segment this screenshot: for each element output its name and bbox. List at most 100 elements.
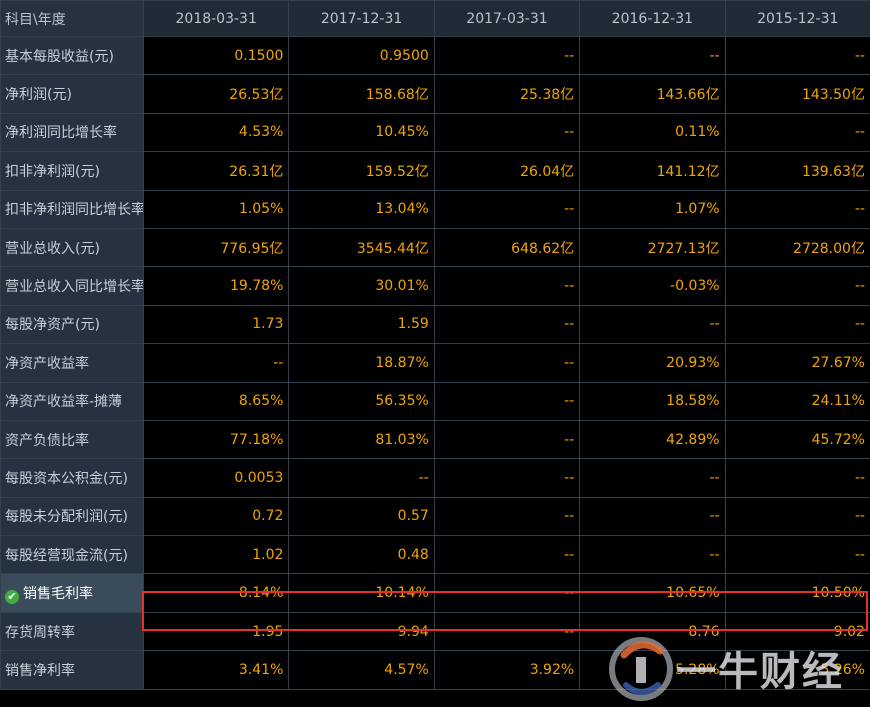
table-row[interactable]: 扣非净利润同比增长率 1.05% 13.04% -- 1.07% -- — [0, 189, 870, 229]
table-cell: 0.11% — [579, 112, 726, 153]
table-cell: -- — [433, 573, 581, 613]
header-label[interactable]: 科目\年度 — [0, 0, 144, 37]
table-cell: -- — [579, 458, 726, 498]
table-cell: -- — [724, 304, 870, 345]
table-cell: -- — [433, 304, 581, 345]
row-label[interactable]: 每股经营现金流(元) — [0, 535, 144, 575]
table-cell: 0.9500 — [288, 35, 435, 76]
table-cell: 4.57% — [288, 650, 435, 690]
table-cell: -- — [724, 496, 870, 537]
row-label[interactable]: 净利润同比增长率 — [0, 112, 144, 153]
header-date[interactable]: 2017-12-31 — [288, 0, 435, 37]
row-label[interactable]: 销售净利率 — [0, 650, 144, 690]
header-date[interactable]: 2016-12-31 — [579, 0, 726, 37]
table-row[interactable]: 营业总收入同比增长率 19.78% 30.01% -- -0.03% -- — [0, 266, 870, 306]
row-label[interactable]: 扣非净利润(元) — [0, 151, 144, 191]
row-label[interactable]: 净资产收益率 — [0, 343, 144, 383]
table-row[interactable]: 存货周转率 1.95 9.94 -- 8.76 9.02 — [0, 611, 870, 652]
financial-table: 科目\年度 2018-03-31 2017-12-31 2017-03-31 2… — [0, 0, 870, 690]
table-cell: -- — [579, 496, 726, 537]
row-label[interactable]: 扣非净利润同比增长率 — [0, 189, 144, 229]
table-cell: 56.35% — [288, 381, 435, 421]
table-cell: 45.72% — [724, 419, 870, 460]
table-cell: 158.68亿 — [288, 74, 435, 114]
table-cell: 5.28% — [579, 650, 726, 690]
table-cell: 1.05% — [142, 189, 290, 229]
table-cell: 1.07% — [579, 189, 726, 229]
table-cell: 10.14% — [288, 573, 435, 613]
row-label[interactable]: 资产负债比率 — [0, 419, 144, 460]
table-row[interactable]: 销售净利率 3.41% 4.57% 3.92% 5.28% 5.26% — [0, 650, 870, 690]
table-cell: 3.41% — [142, 650, 290, 690]
table-row[interactable]: 扣非净利润(元) 26.31亿 159.52亿 26.04亿 141.12亿 139.63… — [0, 151, 870, 191]
table-cell: 9.02 — [724, 611, 870, 652]
table-row[interactable]: 资产负债比率 77.18% 81.03% -- 42.89% 45.72% — [0, 419, 870, 460]
row-label[interactable]: 净资产收益率-摊薄 — [0, 381, 144, 421]
table-row[interactable]: 基本每股收益(元) 0.1500 0.9500 -- -- -- — [0, 35, 870, 76]
table-row[interactable]: 每股净资产(元) 1.73 1.59 -- -- -- — [0, 304, 870, 345]
table-cell: -- — [724, 189, 870, 229]
table-row[interactable]: ✔ 销售毛利率 8.14% 10.14% -- 10.65% 10.50% — [0, 573, 870, 613]
row-label-text: 每股资本公积金(元) — [5, 470, 128, 487]
table-cell: -- — [724, 112, 870, 153]
row-label-text: 销售毛利率 — [23, 585, 93, 602]
table-cell: 26.53亿 — [142, 74, 290, 114]
table-cell: -- — [433, 458, 581, 498]
row-label-text: 净资产收益率 — [5, 355, 89, 372]
table-cell: 8.14% — [142, 573, 290, 613]
row-label[interactable]: ✔ 销售毛利率 — [0, 573, 144, 613]
row-label[interactable]: 每股净资产(元) — [0, 304, 144, 345]
table-row[interactable]: 净利润(元) 26.53亿 158.68亿 25.38亿 143.66亿 143.50亿 — [0, 74, 870, 114]
check-circle-icon: ✔ — [5, 589, 19, 604]
header-row: 科目\年度 2018-03-31 2017-12-31 2017-03-31 2… — [0, 0, 870, 37]
table-cell: 0.57 — [288, 496, 435, 537]
table-row[interactable]: 每股经营现金流(元) 1.02 0.48 -- -- -- — [0, 535, 870, 575]
table-cell: 30.01% — [288, 266, 435, 306]
header-date[interactable]: 2017-03-31 — [433, 0, 581, 37]
row-label-text: 每股经营现金流(元) — [5, 547, 128, 564]
table-cell: -- — [433, 496, 581, 537]
table-cell: 24.11% — [724, 381, 870, 421]
table-cell: 1.95 — [142, 611, 290, 652]
table-row[interactable]: 净资产收益率 -- 18.87% -- 20.93% 27.67% — [0, 343, 870, 383]
table-cell: 10.45% — [288, 112, 435, 153]
table-cell: 648.62亿 — [433, 227, 581, 268]
table-cell: 1.02 — [142, 535, 290, 575]
table-cell: -0.03% — [579, 266, 726, 306]
table-cell: 81.03% — [288, 419, 435, 460]
table-row[interactable]: 每股资本公积金(元) 0.0053 -- -- -- -- — [0, 458, 870, 498]
table-row[interactable]: 净资产收益率-摊薄 8.65% 56.35% -- 18.58% 24.11% — [0, 381, 870, 421]
table-cell: 5.26% — [724, 650, 870, 690]
table-row[interactable]: 每股未分配利润(元) 0.72 0.57 -- -- -- — [0, 496, 870, 537]
table-cell: -- — [142, 343, 290, 383]
table-cell: -- — [724, 35, 870, 76]
table-cell: 26.31亿 — [142, 151, 290, 191]
table-cell: 18.58% — [579, 381, 726, 421]
row-label[interactable]: 存货周转率 — [0, 611, 144, 652]
row-label[interactable]: 每股未分配利润(元) — [0, 496, 144, 537]
row-label[interactable]: 营业总收入同比增长率 — [0, 266, 144, 306]
row-label-text: 扣非净利润(元) — [5, 163, 100, 180]
table-row[interactable]: 净利润同比增长率 4.53% 10.45% -- 0.11% -- — [0, 112, 870, 153]
header-date[interactable]: 2015-12-31 — [724, 0, 870, 37]
row-label[interactable]: 每股资本公积金(元) — [0, 458, 144, 498]
row-label-text: 营业总收入同比增长率 — [5, 279, 144, 296]
table-cell: -- — [579, 35, 726, 76]
table-cell: 19.78% — [142, 266, 290, 306]
table-cell: -- — [433, 611, 581, 652]
table-cell: -- — [724, 458, 870, 498]
table-cell: 13.04% — [288, 189, 435, 229]
row-label[interactable]: 净利润(元) — [0, 74, 144, 114]
row-label-text: 营业总收入(元) — [5, 240, 100, 257]
table-cell: 10.65% — [579, 573, 726, 613]
header-date[interactable]: 2018-03-31 — [142, 0, 290, 37]
table-cell: 8.65% — [142, 381, 290, 421]
row-label-text: 资产负债比率 — [5, 432, 89, 449]
table-row[interactable]: 营业总收入(元) 776.95亿 3545.44亿 648.62亿 2727.13亿 27… — [0, 227, 870, 268]
table-cell: 1.59 — [288, 304, 435, 345]
table-cell: -- — [433, 381, 581, 421]
row-label[interactable]: 营业总收入(元) — [0, 227, 144, 268]
table-cell: 20.93% — [579, 343, 726, 383]
row-label[interactable]: 基本每股收益(元) — [0, 35, 144, 76]
table-cell: 143.66亿 — [579, 74, 726, 114]
